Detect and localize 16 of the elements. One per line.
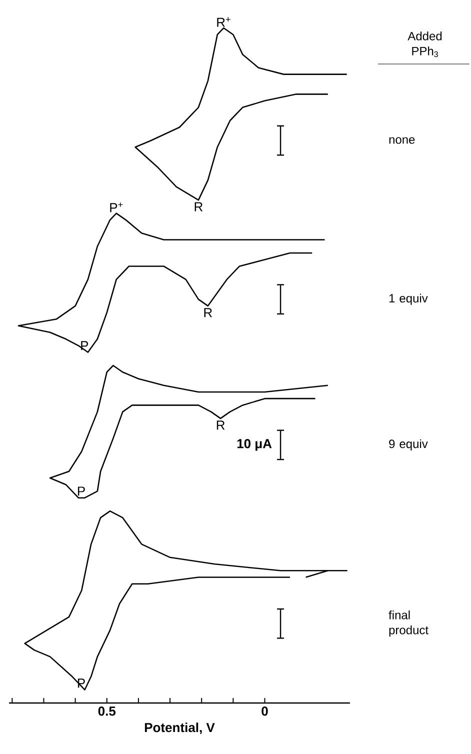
annotation: P [81, 341, 88, 350]
annotation: P [78, 486, 85, 496]
legend-title: Added PPh$_{3}$ [408, 32, 442, 58]
x-tick-label: 0 [262, 706, 268, 716]
x-axis-title: Potential, V [144, 722, 215, 734]
annotation: R [216, 420, 225, 430]
annotation: R [194, 202, 203, 212]
text: 9 equiv [389, 439, 428, 451]
text: final product [388, 610, 428, 637]
x-tick-label: 0.5 [98, 706, 116, 716]
text: none [389, 137, 415, 144]
annotation: P$^{+}$ [110, 202, 123, 212]
annotation: R$^{+}$ [217, 17, 230, 27]
annotation: R [204, 308, 212, 318]
annotation: 10 μA [237, 439, 272, 451]
text: 1 equiv [389, 294, 428, 305]
